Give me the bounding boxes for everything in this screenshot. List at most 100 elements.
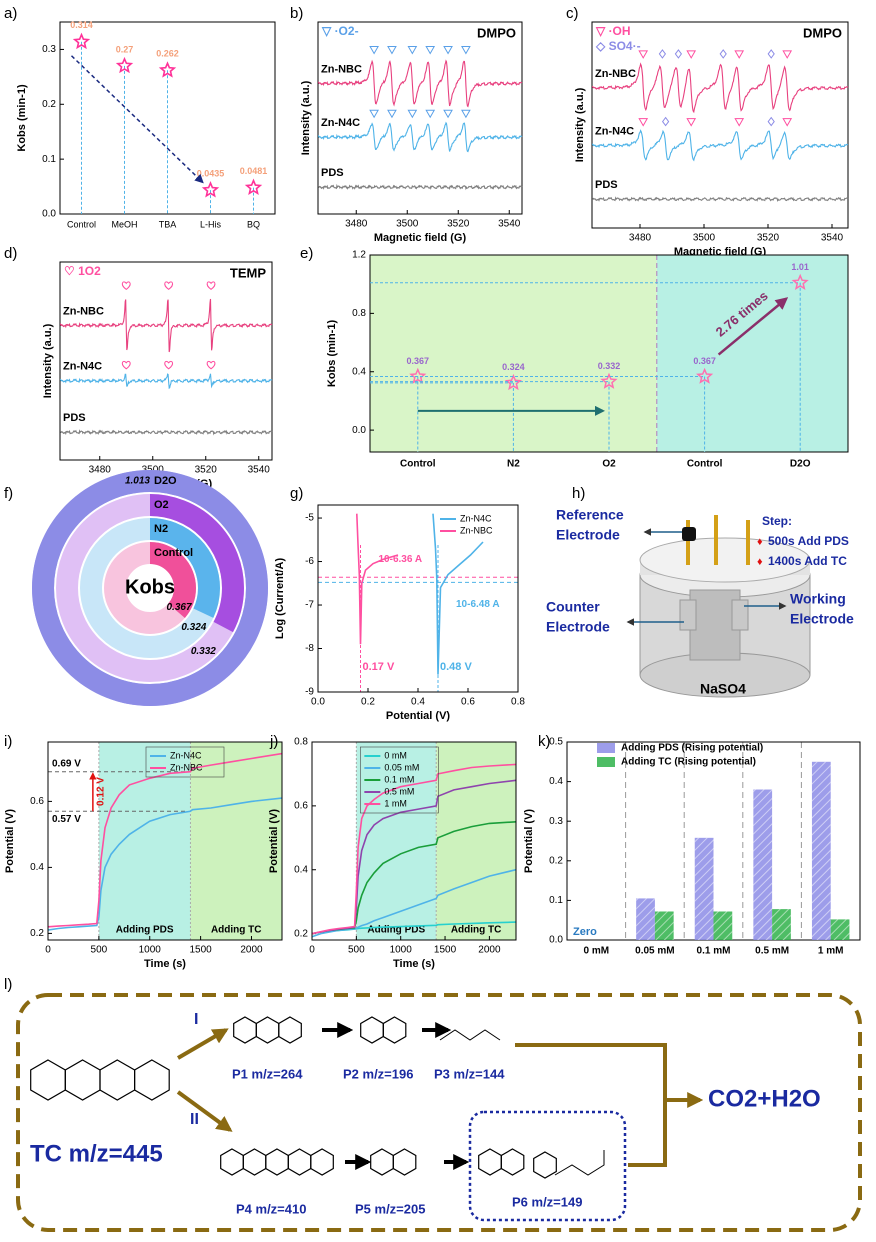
x-tick-label: 3480 <box>89 465 112 476</box>
peak-marker <box>206 360 216 370</box>
panel-label: g) <box>290 485 303 502</box>
ring-sketch <box>242 1148 267 1176</box>
bar-hatch <box>713 911 733 940</box>
y-tick-label: 0.4 <box>549 776 563 787</box>
y-tick-label: 0.2 <box>294 928 308 939</box>
x-tick-label: 0.05 mM <box>635 946 674 957</box>
bar-hatch <box>694 837 714 940</box>
ring-sketch <box>220 1148 244 1176</box>
y-tick-label: 0.0 <box>549 935 563 946</box>
step-title: Step: <box>762 514 792 528</box>
legend-box <box>436 510 514 540</box>
reference-label: 0.48 V <box>440 661 472 673</box>
ring-label: D2O <box>154 475 177 487</box>
ring-arc <box>104 542 196 634</box>
value-label: 0.27 <box>116 44 134 54</box>
ring-center <box>127 565 173 611</box>
series-label: Zn-NBC <box>321 63 362 75</box>
plot-frame <box>59 21 276 215</box>
region-label: Adding TC <box>211 925 262 936</box>
value-label: 0.332 <box>191 646 216 657</box>
x-tick-label: Control <box>67 219 96 229</box>
y-tick-label: -9 <box>305 687 314 698</box>
peak-marker <box>443 45 453 55</box>
bar-hatch <box>654 911 674 940</box>
x-tick-label: MeOH <box>111 219 137 229</box>
x-tick-label: Control <box>687 459 723 470</box>
plot-frame <box>311 741 517 941</box>
x-axis-label: Time (s) <box>144 958 186 970</box>
peak-marker <box>369 45 379 55</box>
legend-label: Adding PDS (Rising potential) <box>621 743 763 754</box>
x-tick-label: 0.2 <box>361 697 375 708</box>
legend-label: Adding TC (Rising potential) <box>621 757 756 768</box>
step: 500s Add PDS <box>768 534 849 548</box>
legend-label: ▽ ·O2- <box>321 24 359 38</box>
pathway-frame <box>16 993 862 1232</box>
peak-marker <box>661 116 670 127</box>
spectrum <box>59 373 273 390</box>
ring-sketch <box>233 1016 257 1044</box>
plot-frame <box>59 261 273 461</box>
legend-label: 1 mM <box>384 798 407 808</box>
counter-label: Electrode <box>546 619 610 635</box>
y-tick-label: 0.4 <box>352 366 366 377</box>
ring-sketch <box>278 1016 302 1044</box>
ring-sketch <box>533 1151 557 1179</box>
y-axis-label: Intensity (a.u.) <box>42 323 54 398</box>
ring-arc <box>56 494 244 682</box>
x-tick-label: 3520 <box>195 465 218 476</box>
x-tick-label: O2 <box>602 459 616 470</box>
star-marker <box>409 367 427 384</box>
star-marker <box>791 273 809 290</box>
x-tick-label: 0.1 mM <box>697 946 731 957</box>
peak-marker <box>767 116 775 127</box>
panel-label: d) <box>4 245 17 262</box>
y-tick-label: 0.2 <box>549 855 563 866</box>
panel-label: a) <box>4 5 17 22</box>
product-label: P6 m/z=149 <box>512 1194 582 1209</box>
value-label: 0.367 <box>693 356 716 366</box>
peak-marker <box>425 45 436 55</box>
star-marker <box>504 373 522 391</box>
x-tick-label: 0 mM <box>584 946 610 957</box>
counter-label: Counter <box>546 599 600 615</box>
x-tick-label: 1000 <box>390 945 413 956</box>
reference-label: 0.57 V <box>52 814 81 825</box>
region <box>98 742 191 940</box>
trend-arrow <box>70 55 204 184</box>
series-line <box>311 868 517 938</box>
ring-sketch <box>382 1016 407 1044</box>
peak-marker <box>782 118 793 127</box>
ring-arc <box>80 518 220 658</box>
spectrum <box>592 196 849 202</box>
ring-sketch <box>310 1148 334 1176</box>
series-line <box>47 752 283 928</box>
x-tick-label: 1 mM <box>818 946 844 957</box>
region-label: Adding PDS <box>367 925 425 936</box>
y-axis-label: Intensity (a.u.) <box>300 80 312 155</box>
ring-label: N2 <box>154 523 168 535</box>
ring-sketch <box>360 1016 384 1044</box>
y-tick-label: 0.2 <box>30 928 44 939</box>
value-label: 1.013 <box>125 476 150 487</box>
bar-hatch <box>830 919 850 940</box>
ring-sketch <box>64 1059 101 1101</box>
ring-sketch <box>99 1059 136 1101</box>
series-line <box>311 763 517 935</box>
tag: TEMP <box>230 265 266 280</box>
x-tick-label: L-His <box>200 219 222 229</box>
spectrum <box>592 129 849 162</box>
center-label: Kobs <box>125 576 175 598</box>
y-tick-label: 0.1 <box>42 154 56 165</box>
region <box>190 742 282 940</box>
x-axis-label: Potential (V) <box>386 710 451 722</box>
y-axis-label: Potential (V) <box>268 809 280 874</box>
legend-label: 0.1 mM <box>384 774 414 784</box>
legend-label: Zn-NBC <box>170 762 203 772</box>
plot-frame <box>317 21 523 215</box>
peak-marker <box>719 49 727 59</box>
bar-hatch <box>753 789 773 940</box>
legend-label: ◇ SO4·- <box>595 39 641 53</box>
